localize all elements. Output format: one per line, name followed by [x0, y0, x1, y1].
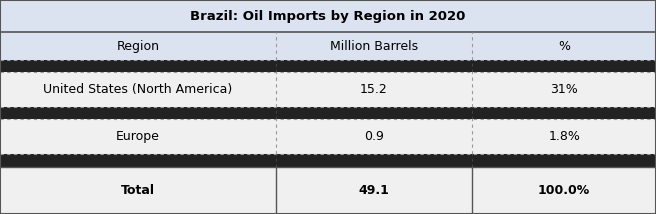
Text: 49.1: 49.1 — [358, 184, 390, 197]
Text: 1.8%: 1.8% — [548, 130, 580, 143]
Text: United States (North America): United States (North America) — [43, 83, 232, 96]
Bar — [472, 119, 656, 154]
Text: 0.9: 0.9 — [364, 130, 384, 143]
Bar — [276, 72, 472, 107]
Bar — [472, 32, 656, 60]
Bar — [276, 119, 472, 154]
Bar — [0, 0, 656, 32]
Text: Europe: Europe — [116, 130, 159, 143]
Bar — [0, 60, 656, 72]
Text: 31%: 31% — [550, 83, 578, 96]
Text: Brazil: Oil Imports by Region in 2020: Brazil: Oil Imports by Region in 2020 — [190, 10, 466, 23]
Text: 15.2: 15.2 — [360, 83, 388, 96]
Bar — [0, 72, 276, 107]
Text: Region: Region — [116, 40, 159, 52]
Bar — [0, 154, 656, 167]
Bar — [0, 107, 656, 119]
Bar — [0, 167, 276, 214]
Bar — [0, 119, 276, 154]
Text: 100.0%: 100.0% — [538, 184, 590, 197]
Text: %: % — [558, 40, 570, 52]
Bar — [276, 167, 472, 214]
Text: Million Barrels: Million Barrels — [330, 40, 418, 52]
Text: Total: Total — [121, 184, 155, 197]
Bar — [276, 32, 472, 60]
Bar — [472, 167, 656, 214]
Bar — [0, 32, 276, 60]
Bar — [472, 72, 656, 107]
